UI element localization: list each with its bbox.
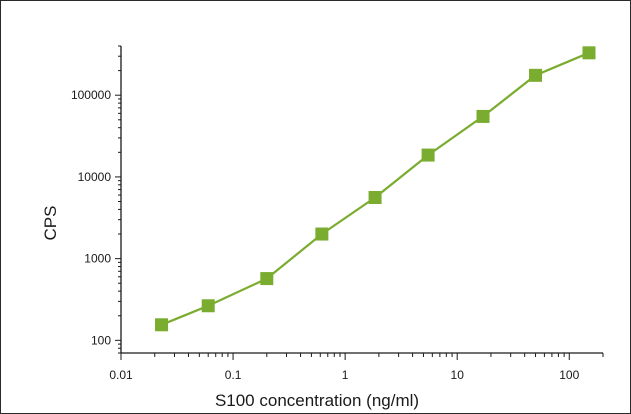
series-line: [161, 51, 590, 326]
data-point-marker: [582, 46, 596, 60]
data-point-marker: [201, 299, 215, 313]
x-ticks: 0.01 0.1 1 10 100: [109, 353, 604, 382]
y-tick-label: 100000: [71, 88, 111, 102]
y-tick-label: 10000: [78, 170, 112, 184]
x-tick-label: 10: [451, 368, 465, 382]
data-point-marker: [260, 272, 274, 286]
data-point-marker: [476, 109, 490, 123]
x-axis-label: S100 concentration (ng/ml): [215, 391, 419, 410]
y-ticks: 100 1000 10000 100000: [71, 45, 121, 354]
data-point-marker: [315, 227, 329, 241]
data-point-marker: [421, 148, 435, 162]
axes: [120, 46, 603, 354]
x-tick-label: 0.1: [225, 368, 242, 382]
data-point-marker: [368, 190, 382, 204]
y-axis-label: CPS: [41, 206, 60, 241]
y-tick-label: 100: [91, 333, 111, 347]
y-tick-label: 1000: [84, 252, 111, 266]
x-tick-label: 100: [559, 368, 579, 382]
data-point-marker: [529, 68, 543, 82]
data-point-marker: [155, 318, 169, 332]
x-tick-label: 0.01: [109, 368, 133, 382]
series-group: [155, 46, 596, 332]
x-tick-label: 1: [342, 368, 349, 382]
